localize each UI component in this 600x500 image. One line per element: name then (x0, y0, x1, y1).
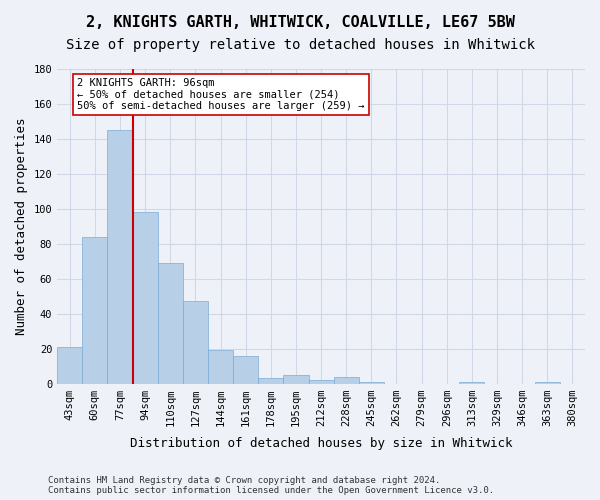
Bar (107, 130, 133, 384)
Bar (208, 350, 233, 384)
Bar (535, 382, 560, 384)
Bar (283, 375, 308, 384)
Bar (258, 378, 283, 384)
Bar (460, 382, 484, 384)
Bar (359, 382, 384, 384)
Text: Size of property relative to detached houses in Whitwick: Size of property relative to detached ho… (65, 38, 535, 52)
Bar (82, 236, 107, 384)
Bar (57, 347, 82, 384)
Text: 2 KNIGHTS GARTH: 96sqm
← 50% of detached houses are smaller (254)
50% of semi-de: 2 KNIGHTS GARTH: 96sqm ← 50% of detached… (77, 78, 365, 111)
Text: 2, KNIGHTS GARTH, WHITWICK, COALVILLE, LE67 5BW: 2, KNIGHTS GARTH, WHITWICK, COALVILLE, L… (86, 15, 514, 30)
Bar (133, 212, 158, 384)
Bar (233, 356, 258, 384)
Bar (308, 380, 334, 384)
Y-axis label: Number of detached properties: Number of detached properties (15, 118, 28, 335)
Text: Contains HM Land Registry data © Crown copyright and database right 2024.
Contai: Contains HM Land Registry data © Crown c… (48, 476, 494, 495)
Bar (334, 376, 359, 384)
Bar (183, 302, 208, 384)
Bar (158, 263, 183, 384)
X-axis label: Distribution of detached houses by size in Whitwick: Distribution of detached houses by size … (130, 437, 512, 450)
